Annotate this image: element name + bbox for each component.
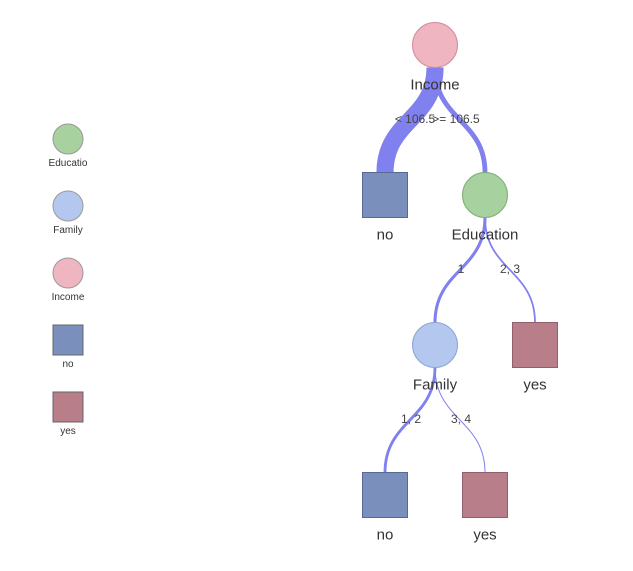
edge-label-income-leaf_no_1: < 106.5 — [395, 112, 436, 126]
edge-income-education — [432, 67, 488, 173]
node-income-shape — [412, 22, 458, 68]
node-leaf_yes_1-shape — [512, 322, 558, 368]
legend-swatch-4 — [52, 391, 84, 423]
legend-swatch-0 — [52, 123, 84, 155]
tree-nodes: Income no Education Family yes no yes — [362, 22, 558, 544]
node-leaf_yes_1-label: yes — [523, 377, 546, 394]
node-family-label: Family — [413, 377, 458, 394]
node-family-shape — [412, 322, 458, 368]
edge-education-leaf_yes_1 — [484, 217, 536, 323]
node-leaf_yes_2-shape — [462, 472, 508, 518]
edge-family-leaf_no_2 — [383, 367, 437, 473]
node-family[interactable]: Family — [412, 322, 458, 394]
tree-edge-labels: < 106.5>= 106.5 1 2, 3 1, 2 3, 4 — [395, 112, 521, 426]
edge-label-income-education: >= 106.5 — [432, 112, 480, 126]
edge-family-leaf_yes_2 — [434, 367, 486, 473]
node-leaf_no_2[interactable]: no — [362, 472, 408, 544]
legend-item-2: Income — [52, 257, 85, 303]
edge-education-family — [433, 217, 487, 323]
node-leaf_yes_2[interactable]: yes — [462, 472, 508, 544]
legend-item-0: Educatio — [49, 123, 88, 169]
node-leaf_no_2-shape — [362, 472, 408, 518]
node-education-label: Education — [452, 227, 519, 244]
edge-label-education-family: 1 — [458, 262, 465, 276]
legend-item-3: no — [52, 324, 84, 370]
node-leaf_yes_2-label: yes — [473, 527, 496, 544]
legend-label-3: no — [62, 359, 74, 370]
node-income-label: Income — [410, 77, 459, 94]
legend-label-2: Income — [52, 292, 85, 303]
node-education-shape — [462, 172, 508, 218]
node-leaf_no_1-label: no — [377, 227, 394, 244]
node-leaf_no_2-label: no — [377, 527, 394, 544]
legend: Educatio Family Income no yes — [49, 123, 88, 437]
legend-label-1: Family — [53, 225, 82, 236]
legend-swatch-1 — [52, 190, 84, 222]
edge-label-family-leaf_no_2: 1, 2 — [401, 412, 421, 426]
node-education[interactable]: Education — [452, 172, 519, 244]
legend-item-4: yes — [52, 391, 84, 437]
legend-item-1: Family — [52, 190, 84, 236]
edge-label-family-leaf_yes_2: 3, 4 — [451, 412, 471, 426]
legend-label-4: yes — [60, 426, 76, 437]
node-leaf_yes_1[interactable]: yes — [512, 322, 558, 394]
node-leaf_no_1[interactable]: no — [362, 172, 408, 244]
node-income[interactable]: Income — [410, 22, 460, 94]
node-leaf_no_1-shape — [362, 172, 408, 218]
legend-label-0: Educatio — [49, 158, 88, 169]
tree-edges — [376, 67, 536, 473]
legend-swatch-2 — [52, 257, 84, 289]
edge-label-education-leaf_yes_1: 2, 3 — [500, 262, 520, 276]
edge-income-leaf_no_1 — [376, 67, 444, 173]
legend-swatch-3 — [52, 324, 84, 356]
